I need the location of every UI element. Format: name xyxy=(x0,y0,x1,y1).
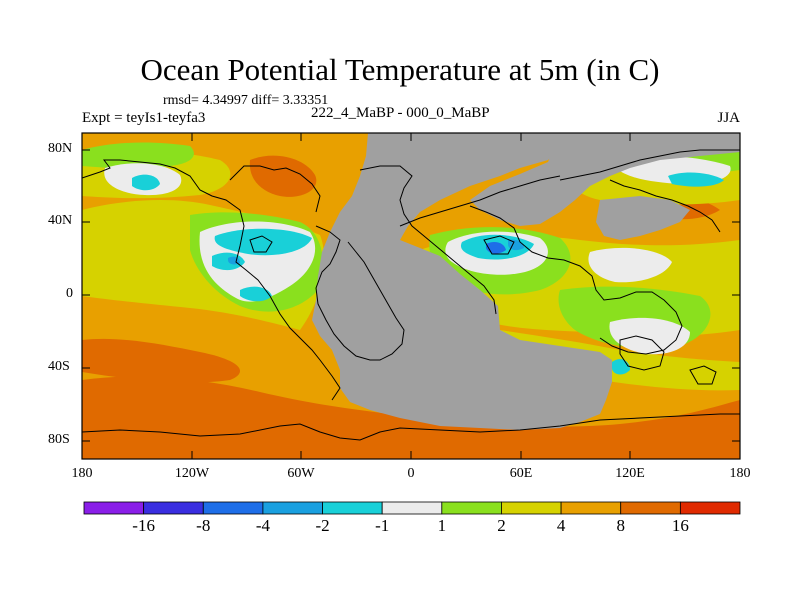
colorbar-swatch xyxy=(83,501,145,515)
x-tick-120w: 120W xyxy=(174,466,210,481)
colorbar-label: -2 xyxy=(315,516,330,535)
colorbar-label: 8 xyxy=(616,516,625,535)
colorbar-swatch xyxy=(620,501,681,515)
colorbar-label: 4 xyxy=(556,516,566,535)
x-tick-60e: 60E xyxy=(509,466,533,481)
arctic-cold-spot-east xyxy=(668,172,724,187)
paleo-coastlines xyxy=(81,149,740,441)
y-tick-40s: 40S xyxy=(48,359,70,374)
land-mass-east-arm xyxy=(596,196,690,240)
land-mass-main xyxy=(312,133,612,430)
colorbar-swatch xyxy=(560,501,622,515)
tropical-deep-cold-spot-east xyxy=(486,242,506,254)
x-tick-120e: 120E xyxy=(615,466,645,481)
north-pacific-warm-patch xyxy=(249,155,317,197)
experiment-label: Expt = teyIs1-teyfa3 xyxy=(82,110,206,126)
colorbar-label: 2 xyxy=(497,516,506,535)
colorbar-swatch xyxy=(501,501,562,515)
southern-ocean-red-patch xyxy=(82,338,240,383)
axis-ticks xyxy=(81,133,740,459)
y-tick-80n: 80N xyxy=(48,141,73,156)
period-difference-label: 222_4_MaBP - 000_0_MaBP xyxy=(311,105,490,121)
colorbar-swatch xyxy=(381,501,443,515)
x-tick-0: 0 xyxy=(407,466,415,481)
y-tick-40n: 40N xyxy=(48,213,73,228)
x-tick-180w: 180 xyxy=(71,466,93,481)
y-tick-0: 0 xyxy=(66,286,73,301)
x-tick-60w: 60W xyxy=(287,466,315,481)
colorbar-label: -16 xyxy=(132,516,155,535)
land-mass-east xyxy=(470,133,740,226)
y-tick-80s: 80S xyxy=(48,432,70,447)
colorbar xyxy=(83,501,741,515)
x-tick-180e: 180 xyxy=(729,466,751,481)
map-title: Ocean Potential Temperature at 5m (in C) xyxy=(140,52,660,87)
colorbar-swatch xyxy=(441,501,502,515)
season-label: JJA xyxy=(717,110,740,126)
indo-pacific-white xyxy=(588,247,672,283)
north-pacific-cold-spot xyxy=(132,174,160,191)
colorbar-label: 1 xyxy=(437,516,447,535)
tropical-cold-spot-west-3 xyxy=(240,286,272,302)
colorbar-swatch xyxy=(679,501,741,515)
colorbar-label: -4 xyxy=(255,516,270,535)
north-pacific-green xyxy=(82,142,194,169)
colorbar-label: -8 xyxy=(196,516,211,535)
rmsd-diff-stats: rmsd= 4.34997 diff= 3.33351 xyxy=(163,93,329,108)
colorbar-label: 16 xyxy=(671,516,689,535)
colorbar-label: -1 xyxy=(375,516,390,535)
colorbar-swatch xyxy=(322,501,383,515)
colorbar-swatch xyxy=(262,501,323,515)
colorbar-swatch xyxy=(202,501,264,515)
colorbar-swatch xyxy=(143,501,204,515)
